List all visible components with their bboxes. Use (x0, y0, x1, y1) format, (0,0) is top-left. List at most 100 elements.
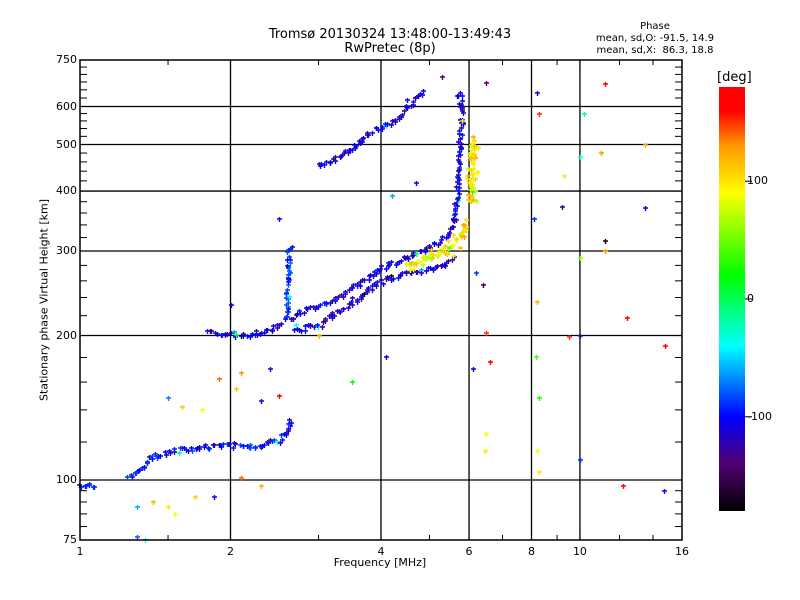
trace-point-es-trace (158, 454, 163, 459)
noise-point (578, 334, 583, 339)
trace-point-f1-low (254, 329, 259, 334)
trace-point-f2-x-upper (470, 178, 475, 183)
trace-point-f1-cusp (287, 255, 292, 260)
noise-point (268, 367, 273, 372)
trace-point-es-trace (287, 418, 292, 423)
trace-point-multi-hop (380, 127, 385, 132)
colorbar-tick-label: -100 (747, 409, 772, 423)
trace-point-f2-x-upper (471, 135, 476, 140)
trace-point-f2-o (362, 278, 367, 283)
noise-point (212, 495, 217, 500)
trace-point-f2-o (318, 303, 323, 308)
stats-o-line: mean, sd,O: -91.5, 14.9 (595, 33, 715, 44)
noise-point (567, 335, 572, 340)
trace-point-f2-o (460, 133, 465, 138)
noise-point (193, 495, 198, 500)
noise-point (350, 380, 355, 385)
stats-x-line: mean, sd,X: 86.3, 18.8 (596, 45, 714, 56)
trace-point-f2-o (452, 213, 457, 218)
trace-point-f2-x-upper (466, 198, 471, 203)
noise-point (560, 205, 565, 210)
trace-point-f2-o (294, 313, 299, 318)
trace-point-f2-o-lower (323, 317, 328, 322)
trace-point-multi-hop (354, 144, 359, 149)
trace-point-f2-x (408, 268, 413, 273)
trace-point-f2-o (302, 311, 307, 316)
trace-point-f2-o (351, 283, 356, 288)
trace-point-f2-x-upper (466, 193, 471, 198)
noise-point (484, 81, 489, 86)
trace-point-f1-cusp (285, 264, 290, 269)
trace-point-f2-o-lower (391, 277, 396, 282)
trace-point-f2-o (406, 257, 411, 262)
trace-point-f2-x (462, 235, 467, 240)
trace-point-multi-hop (319, 162, 324, 167)
trace-point-f2-o (375, 268, 380, 273)
trace-point-f1-low (255, 333, 260, 338)
trace-point-f2-o-lower (366, 286, 371, 291)
trace-point-multi-hop (400, 113, 405, 118)
noise-point (532, 217, 537, 222)
noise-point (405, 98, 410, 103)
noise-point (135, 535, 140, 540)
trace-point-es-trace (286, 422, 291, 427)
trace-point-f2-o (460, 99, 465, 104)
noise-point (277, 394, 282, 399)
trace-point-e-layer (84, 484, 89, 489)
noise-point (599, 151, 604, 156)
trace-point-f2-o-lower (303, 324, 308, 329)
trace-point-es-trace (272, 438, 277, 443)
trace-point-f2-o (454, 185, 459, 190)
noise-point (135, 505, 140, 510)
y-tick-label: 600 (56, 99, 77, 113)
trace-point-es-trace (145, 461, 150, 466)
trace-point-es-trace (275, 440, 280, 445)
trace-point-f1-low (232, 330, 237, 335)
trace-point-es-trace (142, 465, 147, 470)
trace-point-multi-hop (384, 124, 389, 129)
x-tick-label: 2 (227, 545, 234, 558)
trace-point-f2-o (439, 238, 444, 243)
trace-point-f1-low (229, 331, 234, 336)
trace-point-f2-x (421, 263, 426, 268)
trace-point-f1-low (265, 328, 270, 333)
trace-point-es-trace (147, 455, 152, 460)
trace-point-es-trace (177, 451, 182, 456)
trace-point-f2-x (422, 254, 427, 259)
noise-point (643, 206, 648, 211)
trace-point-es-trace (153, 452, 158, 457)
trace-point-multi-hop (411, 100, 416, 105)
noise-point (173, 512, 178, 517)
trace-point-f2-x (443, 244, 448, 249)
trace-point-f1-cusp (284, 291, 289, 296)
noise-point (603, 82, 608, 87)
trace-point-f2-o-lower (446, 259, 451, 264)
trace-point-f2-o (459, 142, 464, 147)
noise-point (535, 449, 540, 454)
trace-point-es-trace (168, 451, 173, 456)
y-tick-label: 100 (56, 473, 77, 487)
chart-subtitle: RwPretec (8p) (344, 41, 436, 56)
trace-point-f2-o-lower (346, 306, 351, 311)
noise-point (603, 239, 608, 244)
x-axis-label: Frequency [MHz] (333, 556, 427, 569)
trace-point-f2-o-lower (341, 307, 346, 312)
trace-point-f2-o-lower (381, 282, 386, 287)
trace-point-es-trace (203, 443, 208, 448)
trace-point-f2-o-lower (419, 271, 424, 276)
trace-point-f1-low (215, 332, 220, 337)
noise-point (460, 119, 465, 124)
trace-point-f2-o-lower (375, 280, 380, 285)
trace-point-f2-x (426, 255, 431, 260)
trace-point-f2-o (411, 253, 416, 258)
x-tick-label: 1 (76, 545, 84, 558)
trace-point-multi-hop (328, 160, 333, 165)
noise-point (239, 371, 244, 376)
trace-point-f2-o-lower (365, 290, 370, 295)
trace-point-f2-o-lower (350, 296, 355, 301)
trace-point-f2-o-lower (428, 266, 433, 271)
trace-point-es-trace (265, 440, 270, 445)
trace-point-f2-o (455, 94, 460, 99)
trace-point-e-layer (87, 483, 92, 488)
noise-point (440, 75, 445, 80)
